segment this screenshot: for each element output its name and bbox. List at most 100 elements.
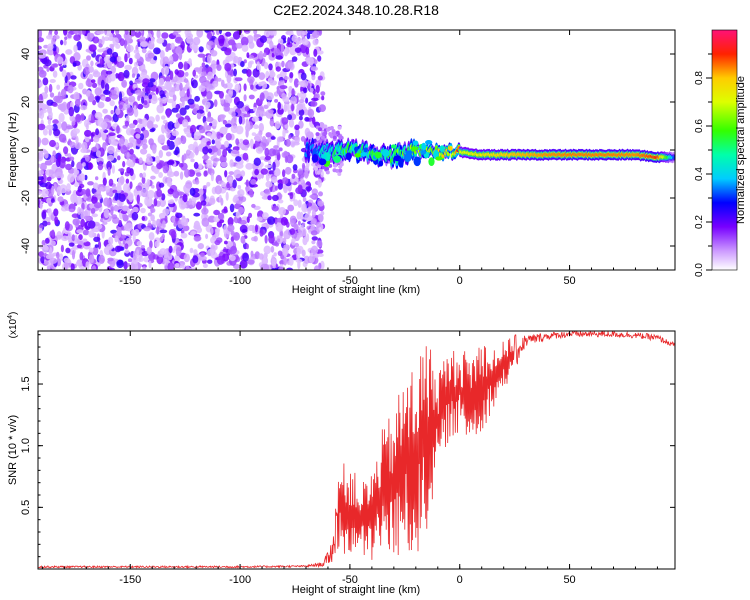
- noise-blob: [91, 227, 100, 233]
- noise-blob: [201, 217, 210, 227]
- noise-blob: [51, 185, 55, 195]
- noise-blob: [279, 85, 288, 90]
- noise-blob: [299, 211, 304, 221]
- noise-blob: [179, 82, 183, 92]
- noise-blob: [213, 209, 221, 216]
- noise-blob: [217, 212, 225, 220]
- noise-blob: [293, 199, 299, 207]
- track-blob: [405, 150, 413, 155]
- noise-blob: [239, 138, 244, 143]
- noise-blob: [166, 171, 175, 178]
- noise-blob: [140, 245, 145, 249]
- noise-blob: [273, 48, 281, 56]
- noise-blob: [243, 30, 250, 33]
- noise-blob: [99, 186, 104, 192]
- track-blob: [333, 155, 341, 163]
- noise-blob: [204, 214, 209, 219]
- noise-blob: [109, 43, 115, 48]
- noise-blob: [144, 196, 150, 206]
- noise-blob: [323, 124, 328, 129]
- noise-blob: [224, 48, 232, 56]
- noise-blob: [284, 123, 289, 129]
- noise-blob: [137, 103, 144, 110]
- noise-blob: [237, 189, 245, 197]
- noise-blob: [174, 36, 183, 44]
- noise-blob: [225, 132, 232, 141]
- noise-blob: [74, 234, 78, 243]
- noise-blob: [191, 79, 198, 89]
- noise-blob: [75, 113, 82, 123]
- noise-blob: [288, 134, 292, 140]
- noise-blob: [80, 148, 87, 154]
- colorbar-tick-label: 0.0: [694, 263, 705, 277]
- noise-blob: [103, 208, 110, 219]
- noise-blob: [235, 138, 240, 146]
- noise-blob: [287, 59, 293, 69]
- noise-blob: [150, 214, 155, 222]
- noise-blob: [313, 265, 320, 270]
- noise-blob: [133, 229, 140, 236]
- noise-blob: [303, 203, 307, 212]
- noise-blob: [131, 212, 139, 221]
- noise-blob: [286, 154, 294, 164]
- noise-blob: [239, 224, 248, 233]
- noise-blob: [223, 206, 228, 213]
- noise-blob: [154, 240, 160, 248]
- noise-blob: [271, 267, 279, 270]
- noise-blob: [240, 170, 246, 177]
- noise-blob: [168, 55, 174, 65]
- noise-blob: [218, 34, 225, 44]
- noise-blob: [72, 62, 77, 67]
- noise-blob: [65, 247, 71, 254]
- x-tick-label: 50: [563, 275, 575, 287]
- noise-blob: [200, 200, 207, 206]
- noise-blob: [235, 42, 243, 49]
- noise-blob: [310, 66, 318, 72]
- noise-blob: [301, 38, 309, 46]
- noise-blob: [250, 84, 254, 90]
- noise-blob: [108, 178, 114, 187]
- noise-blob: [41, 188, 49, 197]
- noise-blob: [317, 164, 322, 169]
- noise-blob: [141, 216, 145, 221]
- noise-blob: [119, 38, 125, 47]
- noise-blob: [68, 208, 75, 213]
- noise-blob: [213, 158, 221, 162]
- noise-blob: [98, 43, 103, 48]
- noise-blob: [106, 48, 113, 55]
- noise-blob: [134, 79, 142, 84]
- noise-blob: [264, 235, 268, 244]
- noise-blob: [302, 222, 306, 227]
- noise-blob: [57, 154, 61, 163]
- y-tick-label: -40: [20, 238, 32, 254]
- noise-blob: [206, 40, 214, 46]
- noise-blob: [189, 267, 197, 270]
- noise-blob: [182, 119, 189, 128]
- noise-blob: [114, 235, 119, 243]
- noise-blob: [82, 238, 88, 243]
- noise-blob: [60, 244, 64, 253]
- noise-blob: [320, 211, 325, 216]
- noise-blob: [148, 260, 152, 269]
- noise-blob: [245, 123, 251, 132]
- noise-blob: [211, 60, 217, 69]
- noise-blob: [156, 37, 165, 44]
- noise-blob: [67, 33, 72, 39]
- noise-blob: [94, 244, 99, 248]
- track-blob: [398, 158, 404, 168]
- noise-blob: [180, 200, 185, 205]
- noise-blob: [82, 229, 90, 236]
- noise-blob: [124, 53, 128, 63]
- noise-blob: [112, 37, 119, 46]
- noise-blob: [167, 262, 174, 270]
- noise-blob: [193, 161, 199, 170]
- noise-blob: [156, 162, 163, 170]
- noise-blob: [210, 227, 214, 235]
- noise-blob: [104, 30, 108, 36]
- track-blob: [382, 149, 390, 157]
- noise-blob: [261, 195, 270, 200]
- x-tick-label: -50: [342, 275, 358, 287]
- noise-blob: [142, 78, 150, 85]
- noise-blob: [145, 156, 153, 165]
- noise-blob: [118, 193, 126, 202]
